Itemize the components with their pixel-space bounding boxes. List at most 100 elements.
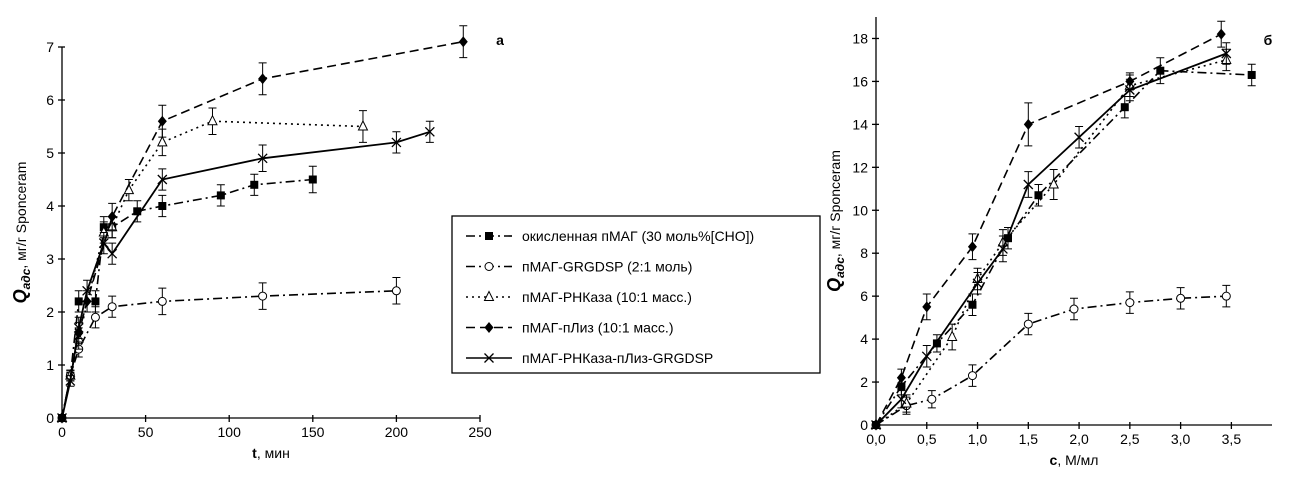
series-line [61, 120, 363, 419]
marker-x [972, 278, 983, 289]
marker-x [1221, 48, 1232, 59]
y-tick-label: 0 [860, 417, 868, 433]
panel-label: а [496, 32, 504, 48]
x-tick-label: 100 [218, 424, 242, 440]
marker-x [484, 353, 494, 363]
marker-x [257, 153, 268, 164]
y-tick-label: 16 [852, 73, 868, 89]
x-axis-unit: , М/мл [1057, 452, 1098, 468]
marker-square [308, 175, 317, 184]
x-axis-label: t, мин [252, 445, 290, 461]
series-line [875, 33, 1222, 426]
marker-x [871, 420, 881, 430]
x-axis-unit: , мин [257, 445, 290, 461]
marker-x [107, 248, 118, 259]
marker-triangle [1048, 177, 1059, 189]
legend-label: пМАГ-GRGDSP (2:1 моль) [522, 259, 692, 275]
marker-circle [1221, 291, 1231, 301]
y-axis-label: Qадс, мг/г Sponceram [824, 150, 847, 292]
y-tick-label: 1 [46, 357, 54, 373]
y-tick-label: 4 [860, 331, 868, 347]
y-tick-label: 0 [46, 410, 54, 426]
marker-circle [1176, 293, 1186, 303]
marker-square [1120, 103, 1129, 112]
x-tick-label: 2,0 [1069, 431, 1089, 447]
marker-x [921, 351, 932, 362]
x-tick-label: 150 [301, 424, 325, 440]
marker-x [424, 126, 435, 137]
y-axis-subscript: адс [19, 268, 33, 289]
y-tick-label: 3 [46, 251, 54, 267]
marker-circle [927, 394, 937, 404]
y-axis-unit: , мг/г Sponceram [13, 162, 29, 269]
y-tick-label: 12 [852, 159, 868, 175]
marker-x [157, 174, 168, 185]
series-line [875, 69, 1252, 426]
x-axis-symbol: t [252, 445, 257, 461]
marker-x [391, 137, 402, 148]
series-line [61, 130, 431, 419]
marker-triangle [157, 135, 168, 147]
x-tick-label: 200 [385, 424, 409, 440]
y-axis-unit: , мг/г Sponceram [827, 150, 843, 257]
x-tick-label: 3,0 [1171, 431, 1191, 447]
y-axis-symbol: Q [10, 289, 30, 303]
marker-circle [967, 371, 977, 381]
marker-x [1023, 179, 1034, 190]
marker-diamond [107, 211, 117, 223]
y-tick-label: 18 [852, 30, 868, 46]
marker-square [1034, 191, 1043, 200]
marker-square [968, 300, 977, 309]
legend-label: пМАГ-РНКаза-пЛиз-GRGDSP [522, 350, 713, 366]
marker-circle [484, 262, 494, 271]
y-tick-label: 6 [860, 288, 868, 304]
legend-box [451, 215, 821, 374]
x-tick-label: 1,5 [1019, 431, 1039, 447]
marker-x [1074, 132, 1085, 143]
y-axis-subscript: адс [833, 257, 847, 278]
marker-diamond [484, 322, 494, 333]
y-axis-label: Qадс, мг/г Sponceram [10, 162, 33, 304]
marker-diamond [922, 301, 932, 313]
series-line [61, 40, 464, 419]
marker-x [73, 322, 84, 333]
marker-x [82, 285, 93, 296]
x-tick-label: 1,0 [968, 431, 988, 447]
marker-square [250, 180, 259, 189]
marker-circle [391, 286, 401, 296]
marker-square [133, 207, 142, 216]
marker-square [216, 191, 225, 200]
series-line [875, 295, 1227, 426]
marker-circle [90, 312, 100, 322]
marker-diamond [1023, 118, 1033, 130]
marker-square [158, 202, 167, 210]
marker-square [91, 297, 100, 306]
x-tick-label: 0 [58, 424, 66, 440]
legend-label: пМАГ-пЛиз (10:1 масс.) [522, 320, 673, 336]
y-tick-label: 7 [46, 39, 54, 55]
panel-label: б [1264, 32, 1273, 48]
x-tick-label: 0,0 [866, 431, 886, 447]
y-tick-label: 4 [46, 198, 54, 214]
marker-square [74, 297, 83, 306]
marker-diamond [157, 115, 167, 127]
marker-diamond [896, 372, 906, 384]
marker-x [1124, 85, 1135, 95]
marker-diamond [258, 73, 268, 85]
series-line [875, 52, 1227, 426]
series-line [61, 178, 313, 419]
marker-square [1156, 66, 1165, 75]
marker-square [932, 339, 941, 348]
x-tick-label: 50 [138, 424, 154, 440]
legend-label: пМАГ-РНКаза (10:1 масс.) [522, 289, 692, 305]
marker-x [997, 243, 1008, 254]
marker-x [896, 394, 907, 405]
legend-label: окисленная пМАГ (30 моль%[CHO]) [522, 228, 754, 244]
marker-x [65, 375, 76, 386]
marker-triangle [946, 330, 958, 341]
marker-triangle [207, 114, 218, 126]
marker-square [485, 232, 493, 240]
y-tick-label: 6 [46, 92, 54, 108]
marker-x [98, 238, 109, 249]
